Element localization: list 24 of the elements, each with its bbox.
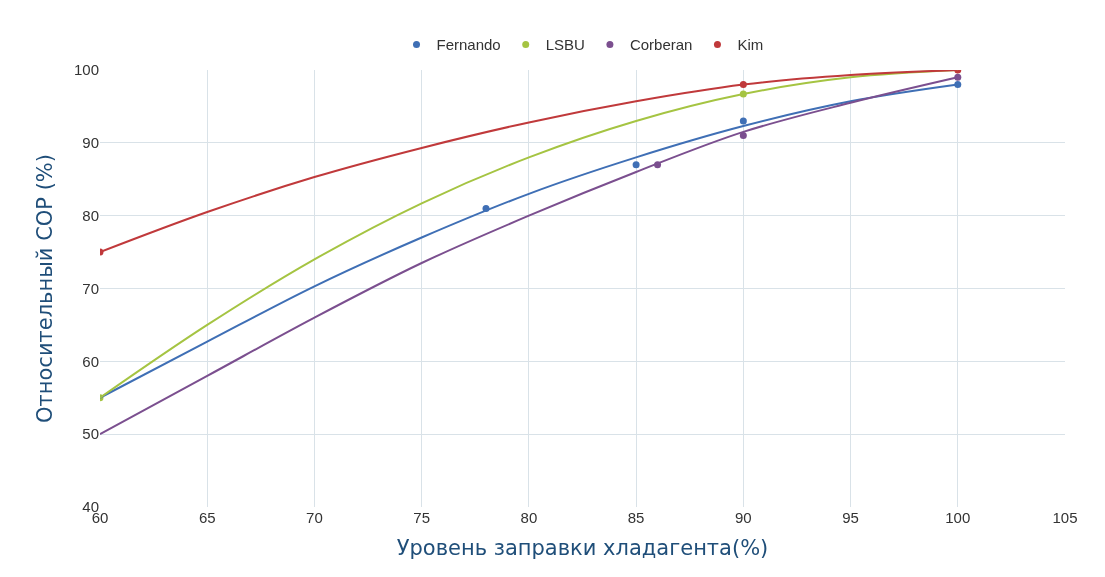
legend-label: LSBU — [545, 36, 585, 54]
y-tick-label: 90 — [82, 134, 99, 152]
point — [739, 132, 747, 140]
legend-label: Kim — [737, 36, 764, 54]
y-tick-label: 100 — [73, 61, 99, 79]
x-tick-label: 75 — [413, 509, 431, 526]
y-tick-label: 60 — [82, 352, 99, 370]
x-tick-label: 65 — [198, 509, 216, 526]
legend-label: Corberan — [629, 36, 693, 54]
x-tick-label: 80 — [520, 509, 538, 526]
y-tick-label: 50 — [82, 425, 99, 443]
x-tick-label: 90 — [734, 509, 752, 526]
y-tick-label: 70 — [82, 279, 99, 297]
x-tick-label: 105 — [1052, 509, 1078, 526]
y-axis-title: Относительный COP (%) — [33, 154, 58, 423]
x-axis-title: Уровень заправки хладагента(%) — [396, 536, 769, 561]
x-tick-label: 70 — [306, 509, 323, 526]
legend-label: Fernando — [436, 36, 501, 54]
point — [739, 117, 747, 125]
y-tick-label: 80 — [82, 206, 99, 224]
x-tick-label: 100 — [945, 509, 971, 526]
x-tick-label: 85 — [627, 509, 645, 526]
x-tick-label: 95 — [842, 509, 859, 526]
point — [632, 161, 640, 169]
